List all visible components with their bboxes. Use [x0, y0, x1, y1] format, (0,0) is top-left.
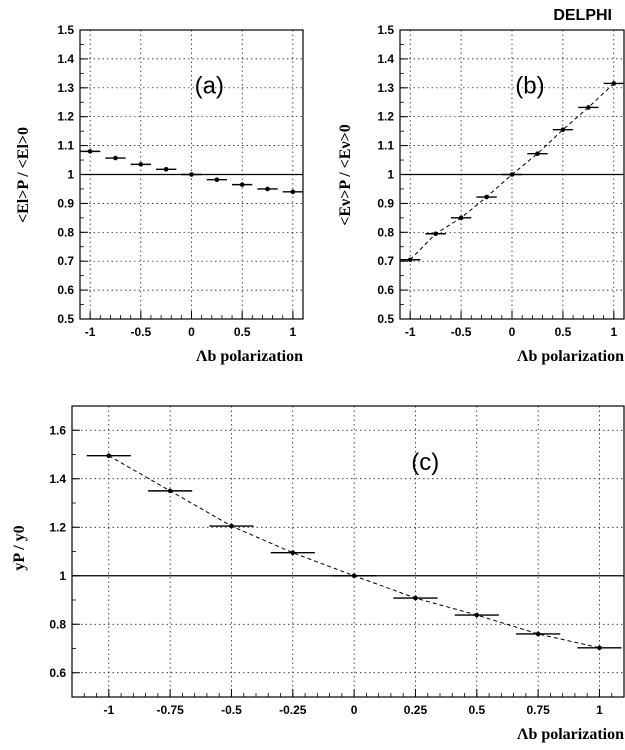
data-point	[290, 189, 296, 195]
data-point	[458, 215, 464, 221]
data-point	[87, 149, 93, 154]
data-point	[138, 162, 144, 167]
y-tick-label: 1.4	[377, 52, 394, 66]
x-tick-label: 0	[188, 325, 195, 339]
x-tick-label: 0.5	[555, 325, 572, 339]
data-point	[597, 645, 602, 651]
panel-b: -1 -0.5 0 0.5 1 0.5 0.6 0.7 0.8 0.9 1 1.1 1.2 1.3 1.4 1…	[337, 23, 625, 365]
x-axis-label: Λb polarization	[517, 348, 624, 365]
data-point	[239, 182, 245, 187]
data-point	[265, 186, 270, 192]
y-tick-label: 0.5	[57, 312, 74, 326]
panel-a: -1 -0.5 0 0.5 1 0.5 0.6 0.7 0.8 0.9 1 1.1 1.2 1.3 1.4 1…	[15, 23, 304, 365]
y-tick-label: 1.5	[377, 23, 394, 37]
x-tick-label: 1	[596, 703, 603, 717]
data-point	[535, 631, 541, 637]
x-tick-label: -0.5	[221, 703, 242, 717]
panel-label: (b)	[515, 73, 544, 100]
y-axis-label: <Eν>P / <Eν>0	[337, 124, 354, 225]
y-tick-label: 1.2	[377, 110, 394, 124]
data-point	[433, 231, 438, 237]
y-tick-label: 0.8	[377, 225, 394, 239]
y-tick-label: 1.5	[57, 23, 74, 37]
x-tick-label: 0.5	[468, 703, 485, 717]
y-tick-label: 0.7	[377, 254, 394, 268]
data-point	[106, 453, 112, 459]
delphi-banner: DELPHI	[553, 7, 612, 24]
x-tick-label: 1	[610, 325, 617, 339]
x-tick-label: -0.5	[130, 325, 151, 339]
x-axis-label: Λb polarization	[517, 726, 624, 743]
x-tick-label: -1	[103, 703, 114, 717]
data-point	[474, 612, 480, 618]
x-tick-label: -1	[405, 325, 416, 339]
data-point	[484, 194, 489, 200]
data-point	[290, 550, 296, 556]
x-tick-label: 0	[509, 325, 516, 339]
data-point	[509, 172, 515, 177]
y-tick-label: 0.9	[377, 196, 394, 210]
x-tick-label: -0.25	[279, 703, 307, 717]
data-point	[113, 155, 118, 161]
y-tick-label: 0.5	[377, 312, 394, 326]
data-point	[167, 488, 173, 494]
x-tick-label: 0.75	[526, 703, 550, 717]
x-tick-label: -0.5	[451, 325, 472, 339]
y-tick-label: 1	[59, 569, 66, 583]
y-tick-label: 1.1	[377, 139, 394, 153]
y-tick-label: 1.3	[57, 81, 74, 95]
y-tick-label: 0.6	[57, 283, 74, 297]
y-tick-label: 1.2	[49, 520, 66, 534]
data-point	[214, 177, 220, 183]
y-tick-label: 1.6	[49, 423, 66, 437]
y-tick-label: 0.8	[57, 225, 74, 239]
data-point	[560, 127, 566, 133]
x-tick-label: 1	[290, 325, 297, 339]
data-point	[611, 81, 617, 86]
y-tick-label: 1.4	[49, 472, 66, 486]
panel-label: (c)	[411, 449, 439, 476]
data-point	[229, 523, 234, 529]
data-point	[189, 172, 194, 177]
x-tick-label: 0.5	[234, 325, 251, 339]
data-point	[351, 573, 357, 579]
y-tick-label: 0.7	[57, 254, 74, 268]
y-axis-label: yP / y0	[11, 525, 28, 570]
y-tick-label: 0.9	[57, 196, 74, 210]
x-tick-label: -1	[85, 325, 96, 339]
x-tick-label: 0	[351, 703, 358, 717]
y-axis-label: <El>P / <El>0	[15, 127, 32, 223]
y-tick-label: 0.8	[49, 617, 66, 631]
data-point	[407, 257, 413, 263]
y-tick-label: 1.1	[57, 139, 74, 153]
data-point	[413, 595, 418, 601]
y-tick-label: 1.3	[377, 81, 394, 95]
x-tick-label: 0.25	[404, 703, 428, 717]
y-tick-label: 0.6	[377, 283, 394, 297]
y-tick-label: 1.2	[57, 110, 74, 124]
x-tick-label: -0.75	[156, 703, 184, 717]
data-point	[586, 105, 591, 110]
panel-c: -1 -0.75 -0.5 -0.25 0 0.25 0.5 0.75 1 0.6 0.8 1 1.2 1…	[11, 405, 625, 743]
y-tick-label: 1	[387, 168, 394, 182]
x-axis-label: Λb polarization	[196, 348, 303, 365]
plot-frame	[71, 405, 625, 698]
y-tick-label: 0.6	[49, 666, 66, 680]
y-tick-label: 1.4	[57, 52, 74, 66]
y-tick-label: 1	[67, 168, 74, 182]
panel-label: (a)	[195, 73, 224, 100]
data-point	[163, 166, 169, 172]
data-point	[535, 151, 540, 156]
